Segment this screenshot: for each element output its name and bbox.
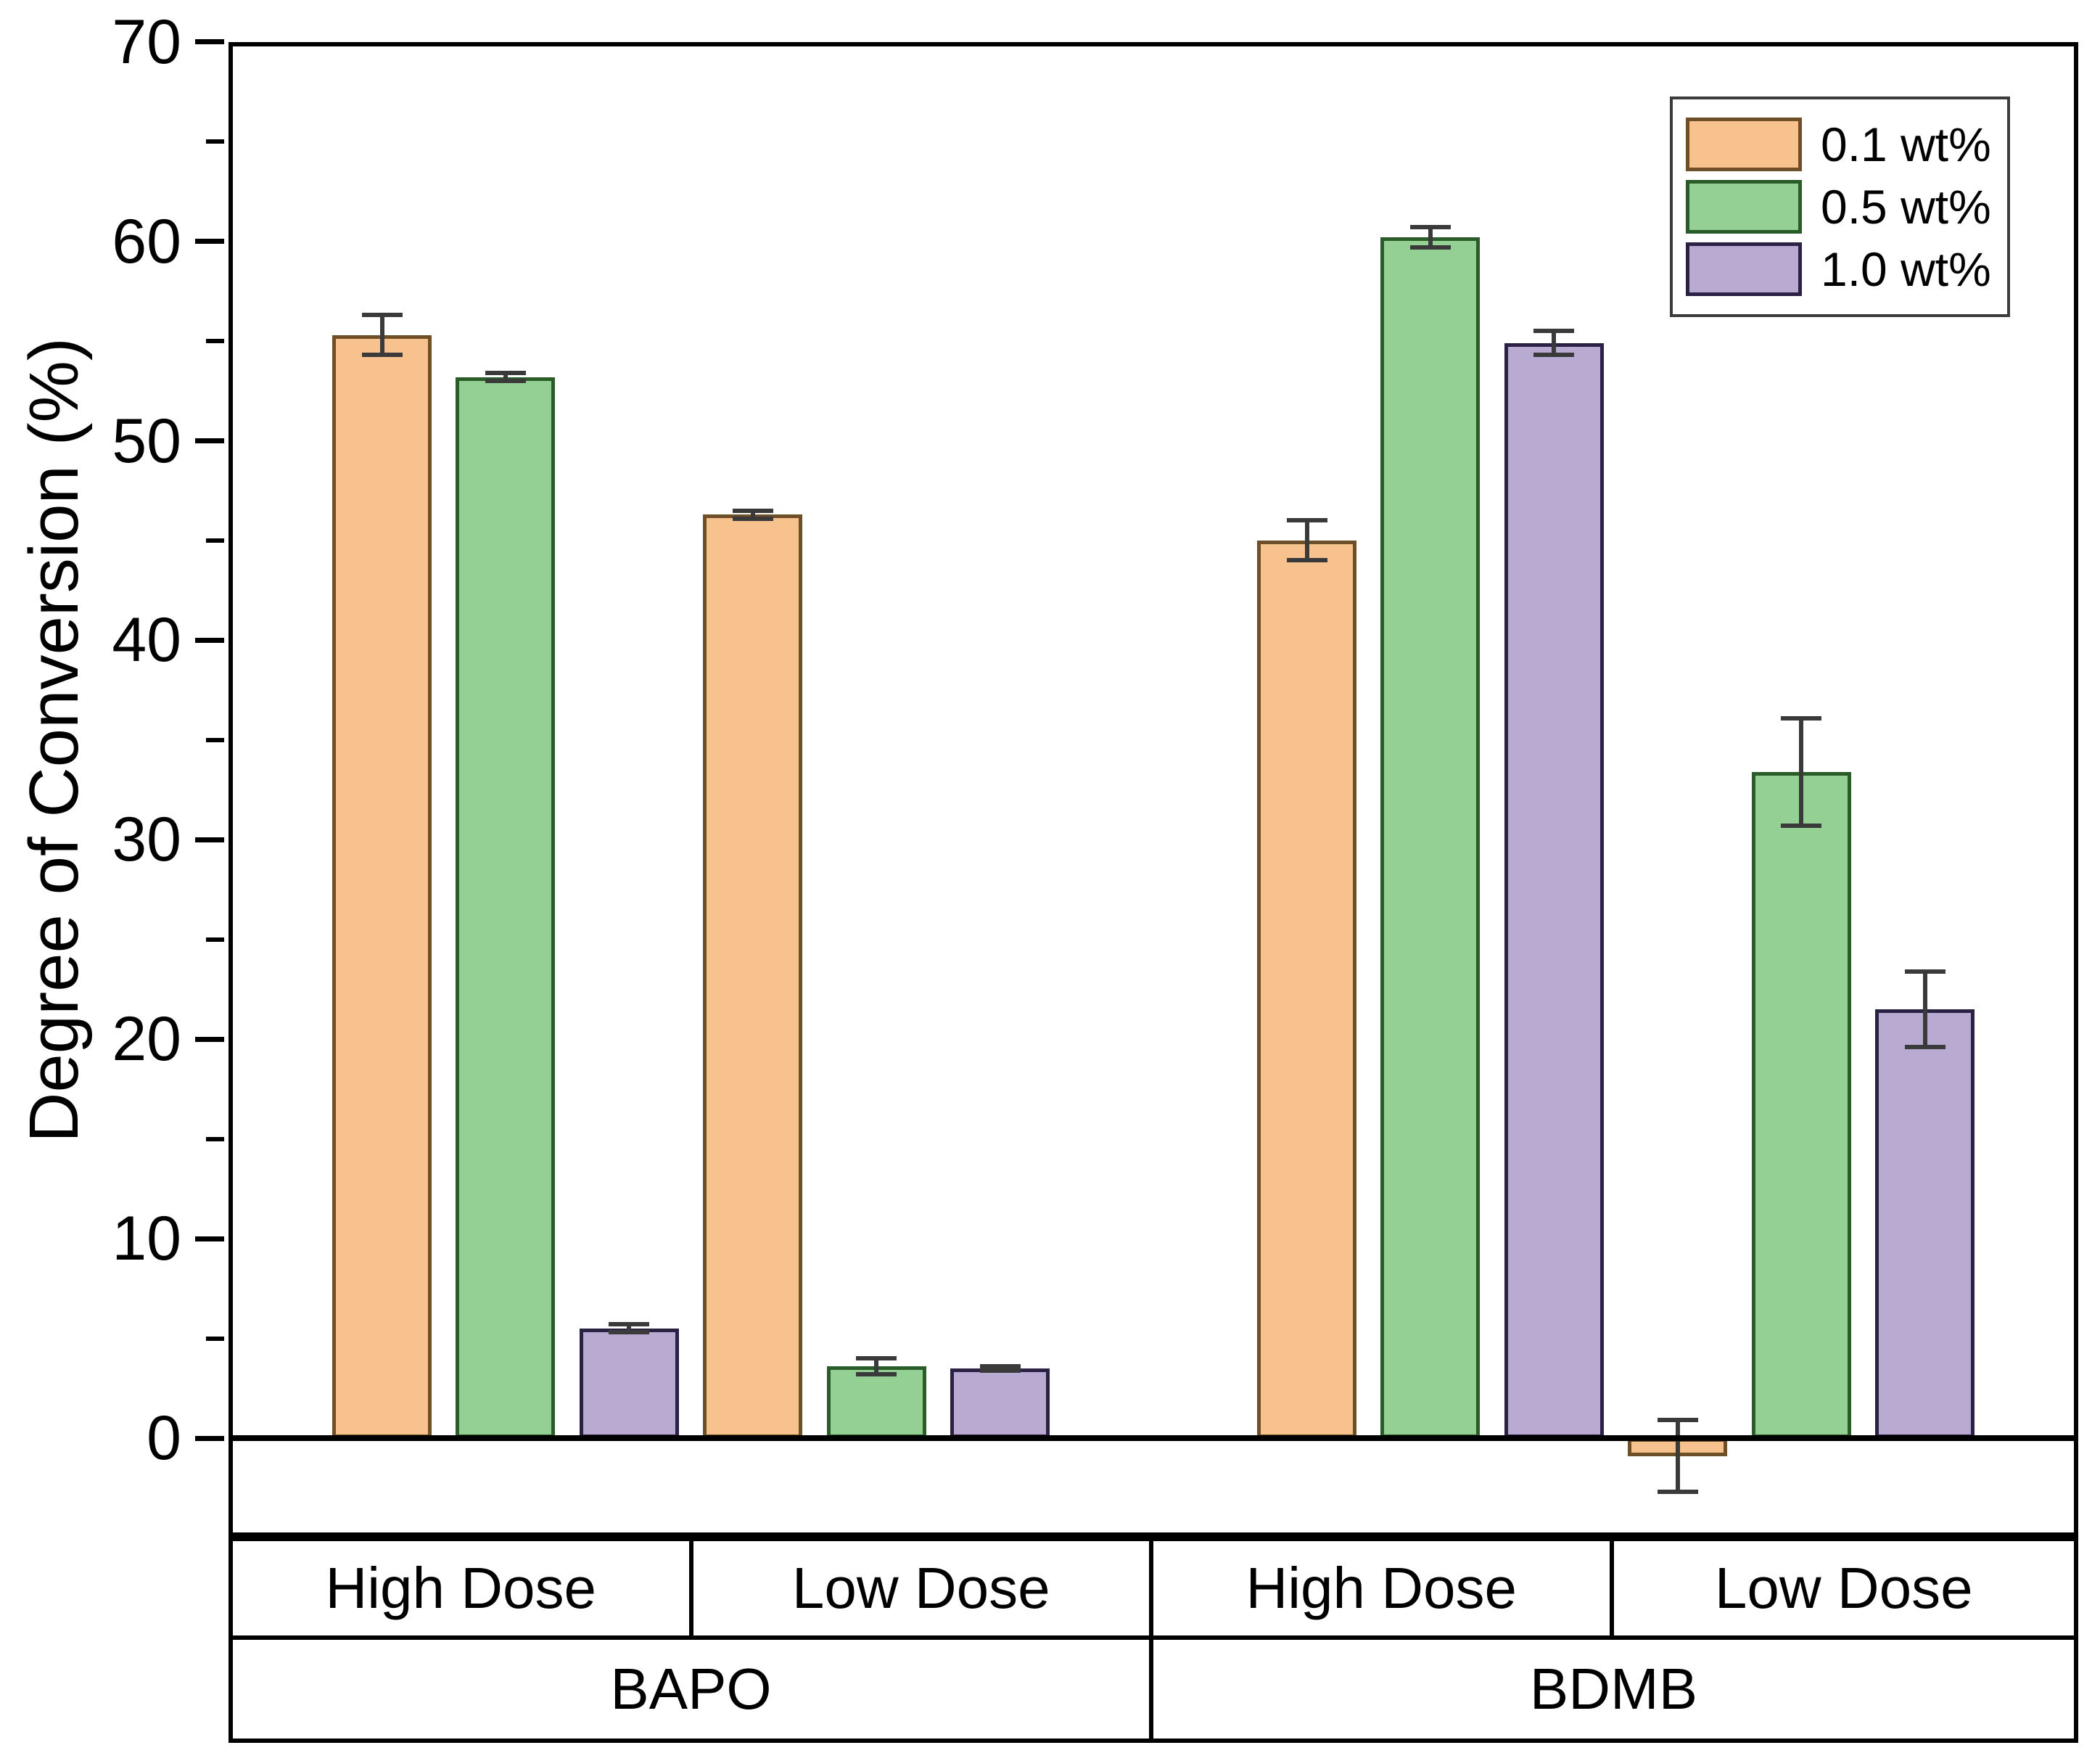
error-bar (874, 1358, 879, 1375)
error-bar-cap (1781, 824, 1822, 829)
error-bar-cap (361, 313, 403, 318)
error-bar-cap (1286, 518, 1327, 523)
error-bar-cap (361, 353, 403, 358)
y-tick-major (195, 637, 224, 643)
bar-bapo-low-dose-0.5wt% (826, 1366, 926, 1438)
legend-box: 0.1 wt% 0.5 wt% 1.0 wt% (1670, 97, 2010, 317)
legend-item-0.1wt: 0.1 wt% (1686, 115, 1991, 173)
error-bar (1428, 227, 1433, 247)
error-bar (503, 373, 508, 382)
bar-bdmb-low-dose-1.0wt% (1875, 1009, 1975, 1438)
bar-bapo-high-dose-0.1wt% (332, 334, 432, 1438)
cell-bdmb: BDMB (1529, 1657, 1698, 1721)
y-tick-major (195, 1036, 224, 1042)
error-bar (379, 315, 384, 356)
legend-item-0.5wt: 0.5 wt% (1686, 178, 1991, 236)
bar-bdmb-high-dose-0.5wt% (1380, 237, 1481, 1438)
y-tick-minor (206, 538, 224, 543)
bar-bapo-high-dose-1.0wt% (579, 1328, 679, 1438)
error-bar-cap (856, 1372, 897, 1377)
error-bar-cap (1533, 353, 1575, 358)
bar-bdmb-high-dose-0.1wt% (1257, 540, 1356, 1438)
legend-label: 1.0 wt% (1821, 242, 1991, 296)
y-tick-label: 30 (112, 805, 181, 875)
y-tick-label: 70 (112, 7, 181, 77)
error-bar-cap (732, 516, 773, 521)
y-tick-major (195, 1435, 224, 1441)
error-bar (1922, 971, 1927, 1048)
bar-bapo-low-dose-0.1wt% (703, 514, 803, 1438)
error-bar (1552, 331, 1557, 356)
error-bar (1304, 520, 1309, 561)
error-bar (750, 510, 755, 519)
error-bar (1675, 1420, 1680, 1493)
y-tick-major (195, 39, 224, 45)
cell-bapo: BAPO (233, 1640, 1153, 1739)
legend-swatch-0.5wt (1686, 180, 1802, 234)
error-bar-cap (1657, 1490, 1698, 1495)
error-bar-cap (609, 1330, 650, 1335)
legend-label: 0.5 wt% (1821, 180, 1991, 234)
bar-bapo-low-dose-1.0wt% (950, 1368, 1050, 1438)
error-bar-cap (485, 371, 526, 376)
y-tick-minor (206, 339, 224, 344)
error-bar-cap (1409, 245, 1451, 250)
y-tick-minor (206, 737, 224, 742)
y-tick-minor (206, 139, 224, 144)
error-bar-cap (1904, 969, 1945, 974)
error-bar-cap (979, 1364, 1021, 1369)
y-tick-label: 0 (147, 1403, 181, 1473)
cell-bdmb-high-dose: High Dose (1153, 1541, 1614, 1635)
error-bar-cap (485, 379, 526, 384)
y-tick-major (195, 1236, 224, 1241)
error-bar-cap (1904, 1045, 1945, 1050)
error-bar (1799, 718, 1804, 826)
error-bar-cap (1286, 558, 1327, 563)
legend-item-1.0wt: 1.0 wt% (1686, 240, 1991, 298)
cell-bapo-low-dose: Low Dose (693, 1541, 1153, 1635)
zero-baseline (228, 1435, 2078, 1441)
plot-area: 0 10 20 30 40 50 60 70 (112, 11, 2078, 1537)
error-bar-cap (1657, 1418, 1698, 1423)
error-bar-cap (1409, 225, 1451, 230)
y-tick-label: 60 (112, 206, 181, 276)
bar-bdmb-low-dose-0.5wt% (1751, 771, 1851, 1438)
bar-bapo-high-dose-0.5wt% (456, 377, 556, 1438)
error-bar-cap (856, 1356, 897, 1361)
y-tick-label: 50 (112, 406, 181, 476)
error-bar-cap (609, 1322, 650, 1327)
error-bar-cap (1533, 329, 1575, 334)
bar-bdmb-high-dose-1.0wt% (1504, 342, 1604, 1438)
y-tick-minor (206, 1336, 224, 1341)
error-bar-cap (979, 1368, 1021, 1373)
y-tick-major (195, 239, 224, 245)
dose-row: High Dose Low Dose High Dose Low Dose (233, 1541, 2074, 1640)
y-tick-major (195, 438, 224, 443)
initiator-row: BAPO BDMB (233, 1640, 2074, 1739)
cell-bdmb-low-dose: Low Dose (1714, 1556, 1973, 1620)
y-tick-major (195, 837, 224, 842)
legend-swatch-0.1wt (1686, 118, 1802, 171)
y-tick-label: 20 (112, 1004, 181, 1075)
y-tick-minor (206, 1136, 224, 1141)
x-axis-category-table: High Dose Low Dose High Dose Low Dose BA… (228, 1537, 2078, 1743)
cell-bapo-high-dose: High Dose (233, 1541, 693, 1635)
legend-label: 0.1 wt% (1821, 118, 1991, 171)
error-bar-cap (1781, 715, 1822, 721)
y-tick-label: 10 (112, 1204, 181, 1274)
y-tick-minor (206, 937, 224, 942)
y-tick-label: 40 (112, 605, 181, 676)
error-bar-cap (732, 508, 773, 513)
legend-swatch-1.0wt (1686, 242, 1802, 296)
error-bar (627, 1324, 632, 1333)
